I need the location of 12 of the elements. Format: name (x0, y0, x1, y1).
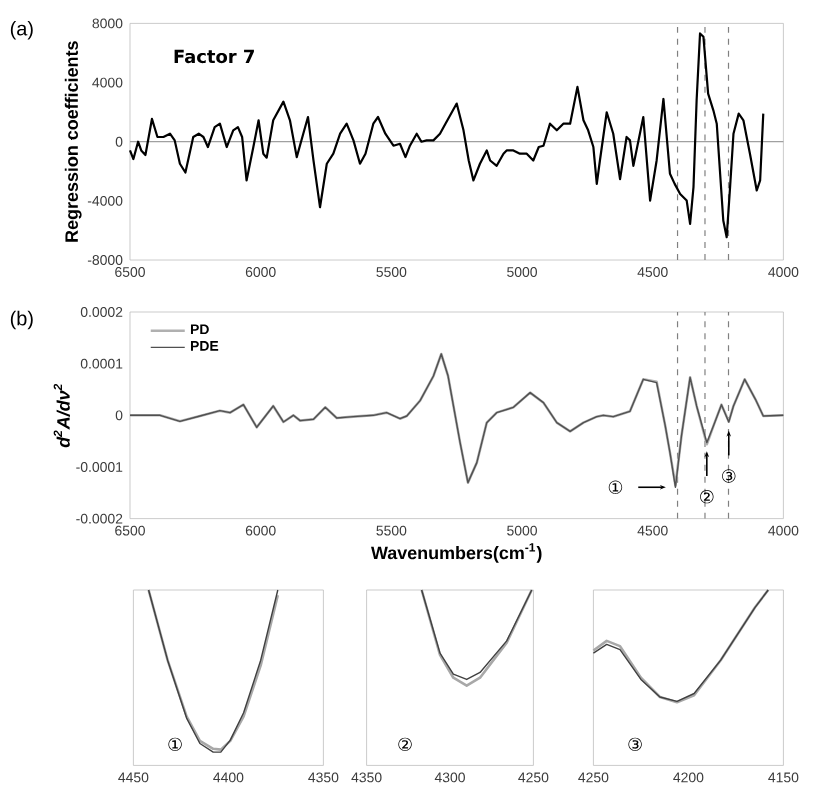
x-axis-title: Wavenumbers(cm$^{-1}$) (371, 543, 542, 563)
annotation: ② (398, 737, 412, 752)
y-axis-title: d$^{2}$A/dν$^{2}$ (53, 383, 70, 448)
annotation: ② (700, 489, 714, 504)
annotation: ③ (628, 737, 642, 752)
y-axis-title: Regression coefficients (64, 41, 82, 242)
chart-title: (a) (10, 20, 33, 40)
annotation: Factor 7 (174, 49, 254, 64)
chart-title: (b) (10, 310, 33, 330)
annotation: ③ (722, 469, 736, 483)
annotation: ① (608, 480, 623, 494)
annotation: ① (168, 737, 182, 752)
